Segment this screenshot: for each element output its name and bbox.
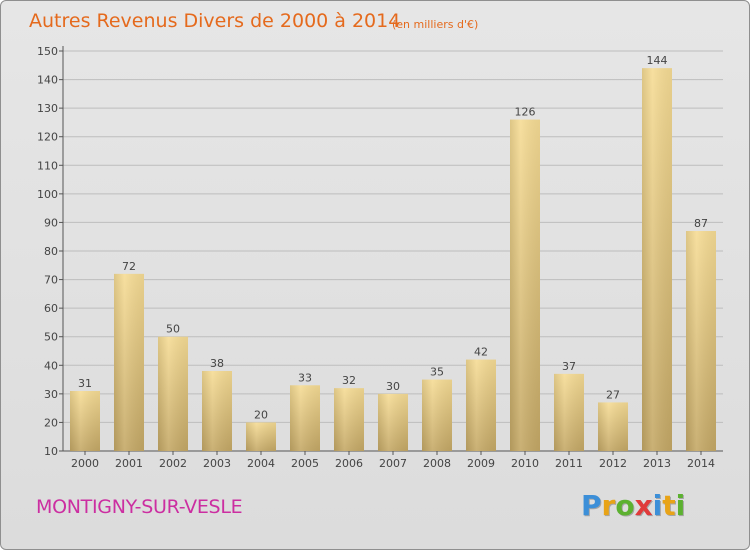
y-tick-label: 80: [44, 245, 58, 258]
y-tick-label: 150: [37, 45, 58, 58]
bar-shade: [510, 119, 540, 452]
data-label: 126: [515, 106, 536, 119]
y-tick-label: 130: [37, 102, 58, 115]
data-label: 87: [694, 217, 708, 230]
logo-letter: o: [615, 489, 635, 522]
bar-shade: [642, 68, 672, 452]
y-tick-label: 100: [37, 188, 58, 201]
data-label: 31: [78, 377, 92, 390]
y-tick-label: 140: [37, 74, 58, 87]
bars: [70, 68, 716, 452]
logo-letter: i: [675, 489, 686, 522]
x-tick-label: 2001: [115, 457, 143, 470]
data-label: 20: [254, 408, 268, 421]
data-label: 30: [386, 380, 400, 393]
data-label: 72: [122, 260, 136, 273]
logo-letter: P: [581, 489, 602, 522]
logo-letter: r: [601, 489, 616, 522]
data-label: 32: [342, 374, 356, 387]
bar-shade: [202, 371, 232, 451]
data-label: 144: [647, 54, 668, 67]
bar-shade: [158, 336, 188, 451]
x-tick-label: 2009: [467, 457, 495, 470]
bar-shade: [554, 373, 584, 451]
data-label: 35: [430, 366, 444, 379]
x-tick-label: 2007: [379, 457, 407, 470]
bar-shade: [290, 385, 320, 451]
y-tick-label: 70: [44, 274, 58, 287]
x-tick-label: 2002: [159, 457, 187, 470]
commune-name: MONTIGNY-SUR-VESLE: [36, 496, 243, 518]
y-tick-label: 110: [37, 159, 58, 172]
data-label: 42: [474, 346, 488, 359]
x-tick-label: 2004: [247, 457, 275, 470]
chart-title: Autres Revenus Divers de 2000 à 2014: [29, 10, 401, 32]
x-tick-label: 2006: [335, 457, 363, 470]
x-tick-label: 2000: [71, 457, 99, 470]
data-label: 27: [606, 388, 620, 401]
data-label: 38: [210, 357, 224, 370]
bar-shade: [686, 231, 716, 451]
y-tick-label: 50: [44, 331, 58, 344]
bar-shade: [598, 402, 628, 451]
x-tick-label: 2008: [423, 457, 451, 470]
bar-shade: [334, 388, 364, 451]
data-label: 50: [166, 323, 180, 336]
chart-unit: (en milliers d'€): [392, 18, 479, 31]
x-tick-label: 2014: [687, 457, 715, 470]
bar-shade: [466, 359, 496, 451]
y-tick-label: 60: [44, 302, 58, 315]
logo-letter: t: [662, 489, 676, 522]
bar-shade: [70, 391, 100, 451]
y-tick-label: 120: [37, 131, 58, 144]
logo-letter: i: [652, 489, 663, 522]
bar-shade: [114, 273, 144, 451]
x-tick-label: 2010: [511, 457, 539, 470]
x-tick-label: 2012: [599, 457, 627, 470]
bar-shade: [378, 393, 408, 451]
x-tick-label: 2011: [555, 457, 583, 470]
y-tick-label: 90: [44, 216, 58, 229]
data-label: 33: [298, 371, 312, 384]
y-tick-label: 20: [44, 416, 58, 429]
bar-shade: [422, 379, 452, 451]
x-tick-label: 2013: [643, 457, 671, 470]
y-tick-label: 30: [44, 388, 58, 401]
y-tick-label: 40: [44, 359, 58, 372]
x-tick-labels: 2000 2001 2002 2003 2004 2005 2006 2007 2008 2009…: [71, 451, 715, 470]
bar-shade: [246, 422, 276, 451]
logo-letter: x: [634, 489, 653, 522]
y-tick-label: 10: [44, 445, 58, 458]
data-label: 37: [562, 360, 576, 373]
x-tick-label: 2005: [291, 457, 319, 470]
data-labels: 31 72 50 38 20 33 32 30 35 42 126 37 27 144 87: [78, 54, 708, 421]
y-tick-labels: 10 20 30 40 50 60 70 80 90 100 110 120 130 140 150: [37, 45, 58, 458]
proxiti-logo[interactable]: Proxiti: [581, 489, 685, 522]
x-tick-label: 2003: [203, 457, 231, 470]
